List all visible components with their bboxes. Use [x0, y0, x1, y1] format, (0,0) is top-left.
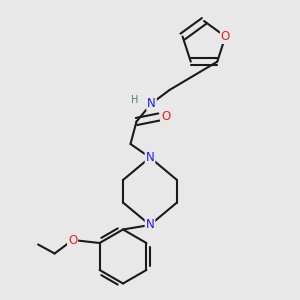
Text: N: N [146, 151, 154, 164]
Text: N: N [146, 218, 154, 232]
Text: N: N [147, 97, 156, 110]
Text: O: O [68, 233, 77, 247]
Text: O: O [161, 110, 170, 124]
Text: H: H [131, 94, 139, 105]
Text: O: O [221, 30, 230, 43]
